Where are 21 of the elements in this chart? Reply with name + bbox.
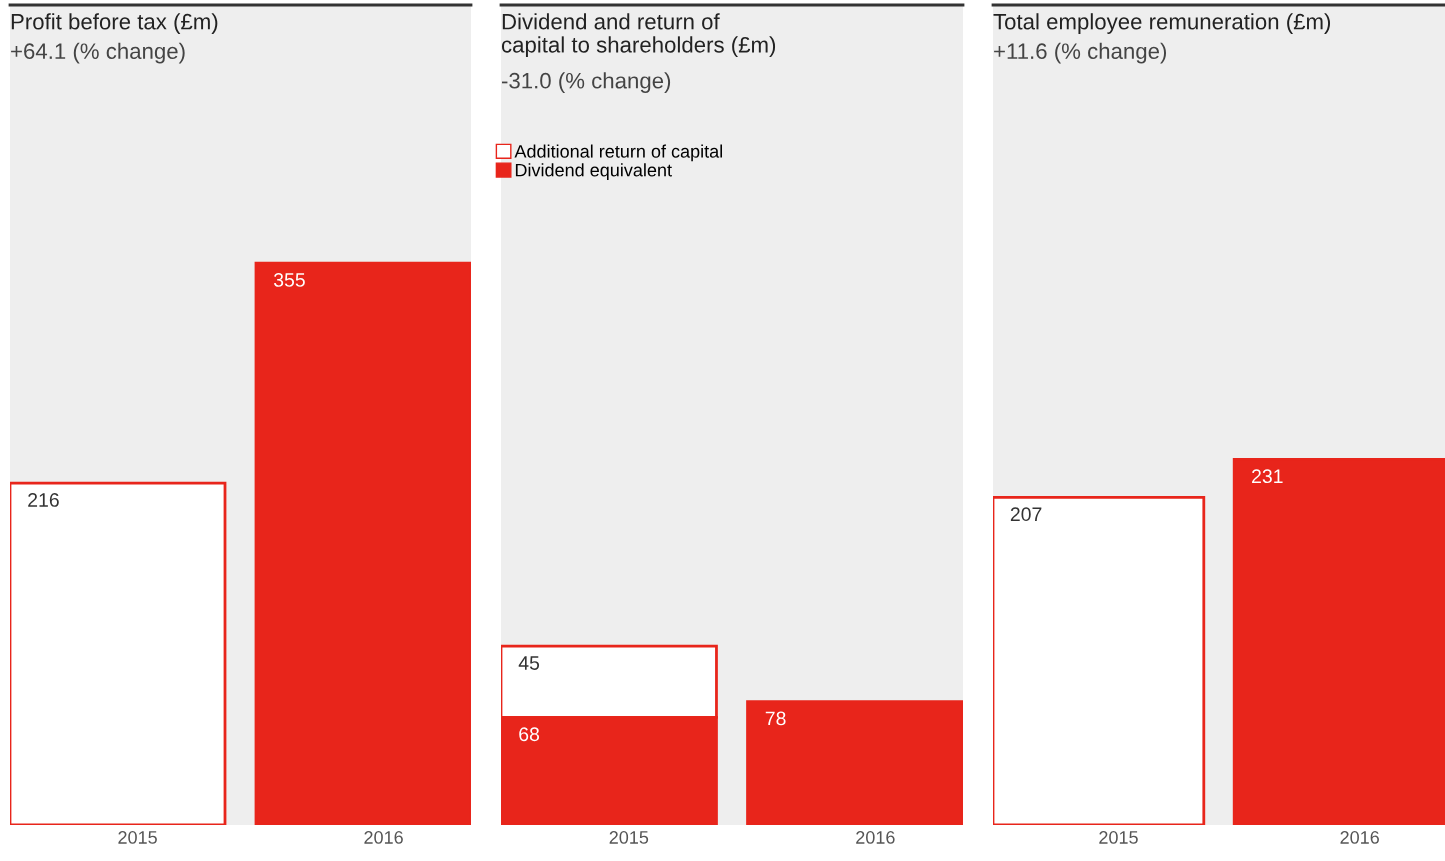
data-label: 45 <box>518 656 540 670</box>
x-tick-label: 2016 <box>364 831 403 844</box>
legend-label: Dividend equivalent <box>515 163 672 181</box>
x-tick-label: 2016 <box>856 831 895 844</box>
chart-title: Profit before tax (£m) <box>11 13 218 34</box>
x-tick-label: 2016 <box>1340 831 1379 844</box>
data-label: 216 <box>28 493 59 507</box>
data-label: 78 <box>765 711 786 726</box>
data-label: 68 <box>519 727 540 742</box>
text: +64.1 (% change) <box>11 42 185 64</box>
x-tick-label: 2015 <box>118 831 157 844</box>
text: Dividend and return of capital to shareholders (£m) <box>501 13 776 58</box>
x-tick-label: 2015 <box>1099 831 1138 844</box>
data-label: 207 <box>1010 507 1042 522</box>
legend-label: Additional return of capital <box>514 144 722 162</box>
data-label: 231 <box>1252 469 1283 484</box>
data-label: 355 <box>273 273 305 287</box>
text: +11.6 (% change) <box>994 42 1167 64</box>
x-tick-label: 2015 <box>609 831 649 844</box>
chart-title: Total employee remuneration (£m) <box>993 13 1331 34</box>
text: -31.0 (% change) <box>501 72 671 93</box>
